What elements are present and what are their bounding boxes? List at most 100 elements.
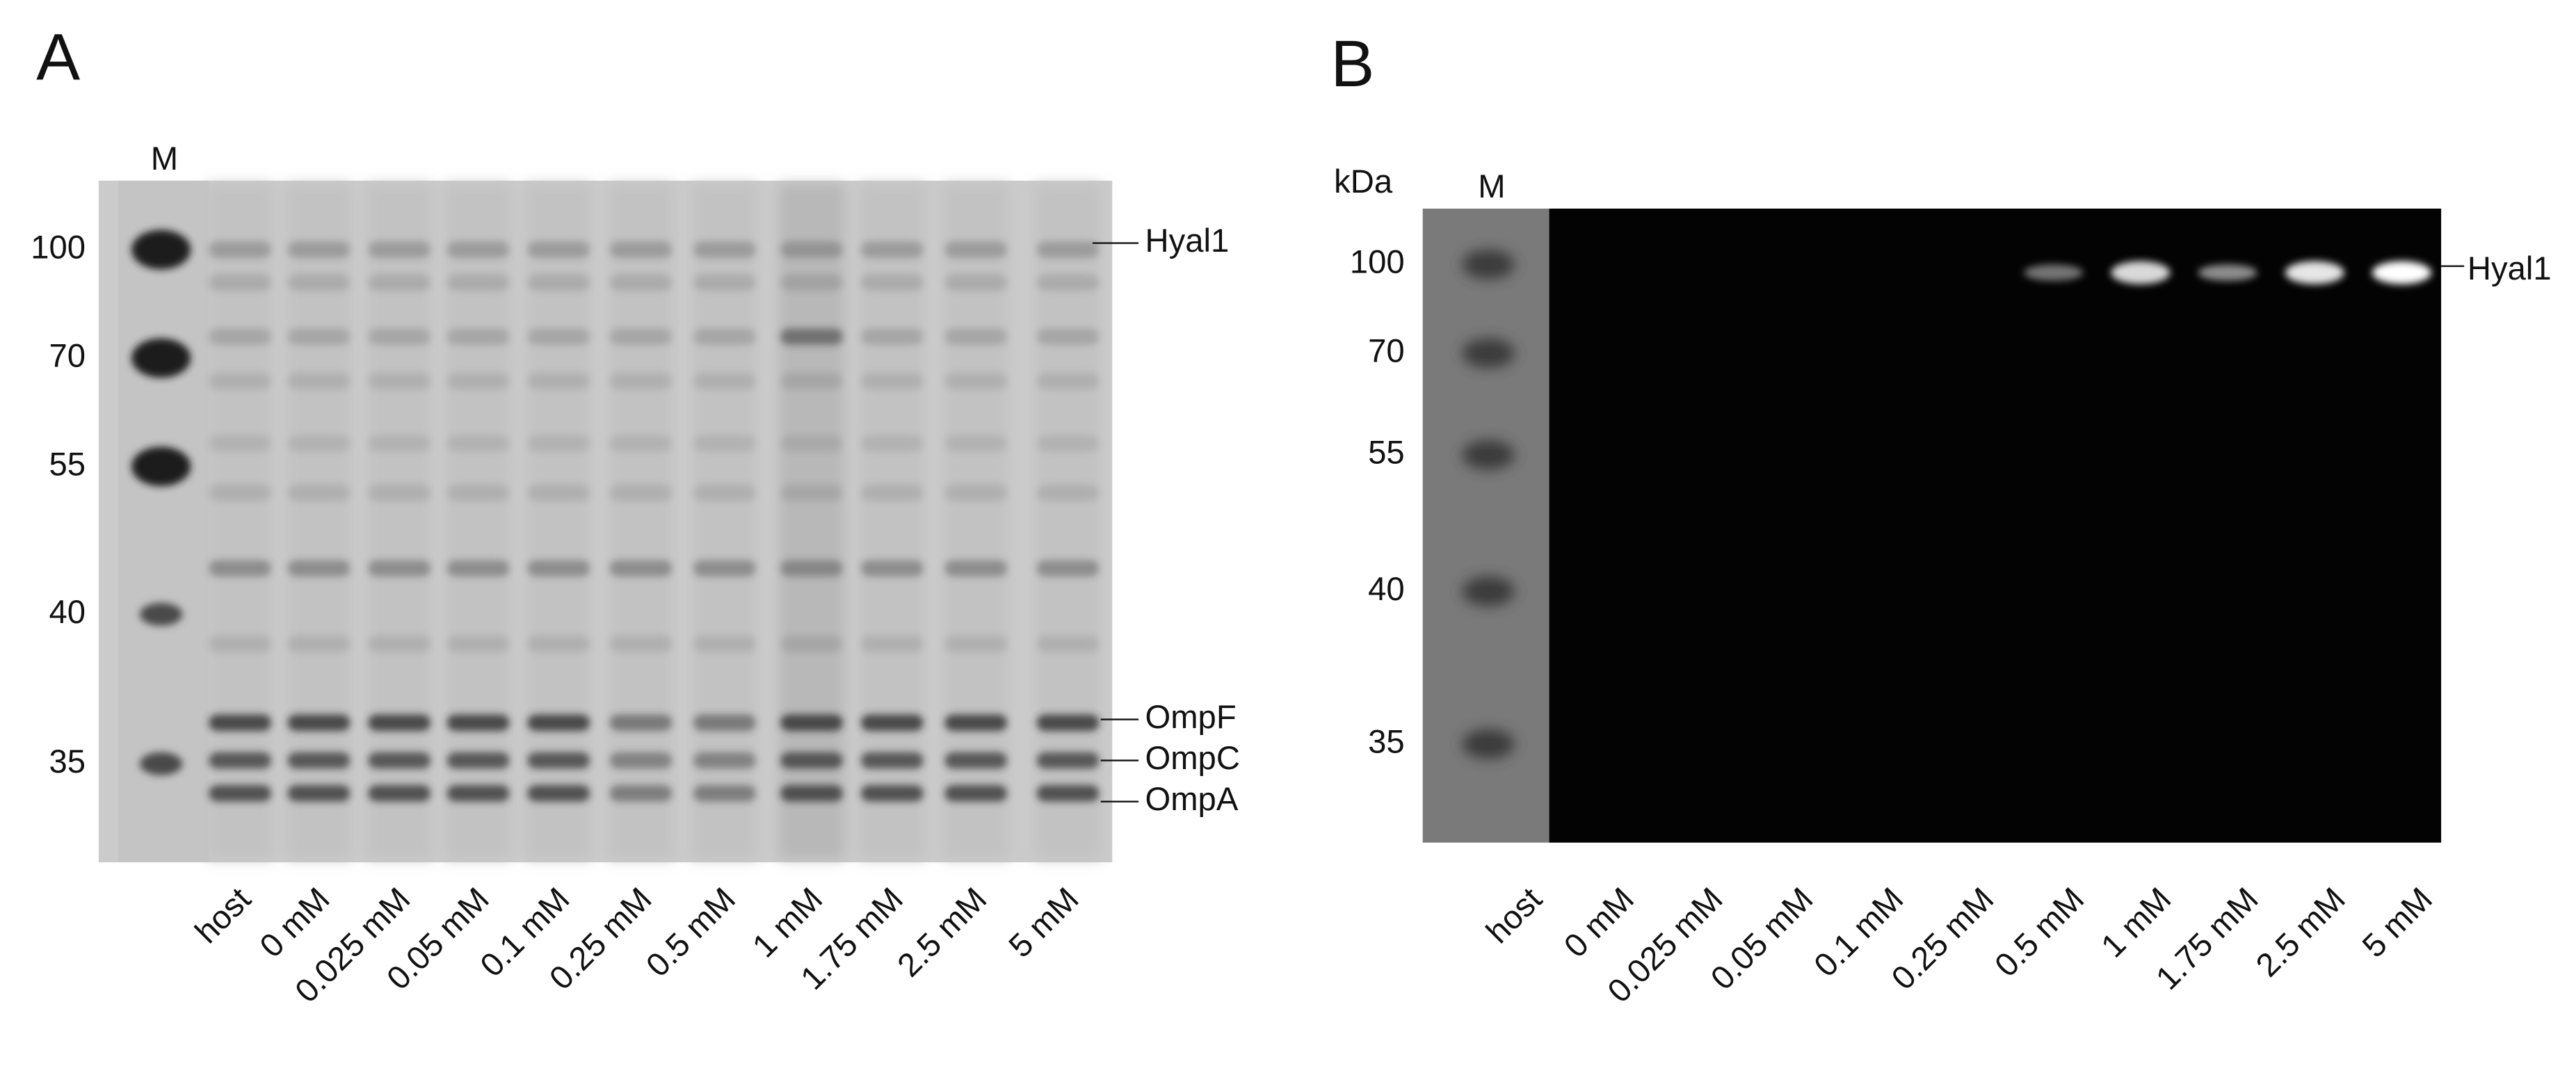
band (287, 373, 351, 389)
lane-label: 0.5 mM (639, 880, 743, 984)
band (368, 274, 431, 291)
band (1036, 373, 1100, 389)
lane (1035, 184, 1101, 860)
band (287, 484, 351, 501)
panel-label: A (36, 21, 80, 95)
band (209, 435, 271, 452)
band (609, 714, 673, 732)
marker-band (139, 752, 183, 775)
band (287, 714, 351, 732)
lane-label: 5 mM (1002, 880, 1086, 965)
marker-band (131, 229, 191, 270)
band (368, 328, 431, 346)
lane (778, 184, 845, 860)
lane-label: host (188, 880, 259, 951)
band (1036, 484, 1100, 501)
band (609, 752, 673, 769)
lane (691, 184, 758, 860)
band (780, 328, 843, 346)
marker-size: 35 (1368, 723, 1405, 760)
band (368, 484, 431, 501)
band (446, 785, 510, 802)
band (1036, 714, 1100, 732)
band (527, 274, 590, 291)
lane (859, 184, 925, 860)
band (287, 241, 351, 258)
band (944, 752, 1008, 769)
band (2111, 261, 2171, 284)
lane (286, 184, 352, 860)
band (609, 274, 673, 291)
band (609, 373, 673, 389)
band (944, 274, 1008, 291)
band (860, 752, 924, 769)
band (1036, 560, 1100, 577)
band (527, 714, 590, 732)
marker-band (131, 446, 191, 487)
band (209, 752, 271, 769)
band (446, 373, 510, 389)
lane-label: 5 mM (2356, 880, 2440, 965)
band-label: OmpC (1145, 740, 1240, 777)
band (693, 484, 756, 501)
marker-lane-label: M (151, 140, 178, 177)
marker-size: 55 (49, 446, 86, 483)
marker-size: 35 (49, 743, 86, 780)
band (944, 785, 1008, 802)
band (368, 373, 431, 389)
band (944, 636, 1008, 652)
band (527, 636, 590, 652)
band (860, 274, 924, 291)
band (446, 484, 510, 501)
band (780, 714, 843, 732)
band (287, 435, 351, 452)
band (527, 785, 590, 802)
band (860, 373, 924, 389)
band (860, 560, 924, 577)
band (287, 752, 351, 769)
band (287, 274, 351, 291)
band-label: Hyal1 (2468, 250, 2552, 287)
band (780, 373, 843, 389)
band (860, 241, 924, 258)
band (209, 560, 271, 577)
band (446, 274, 510, 291)
marker-size: 70 (1368, 332, 1405, 369)
marker-lane-label: M (1478, 168, 1505, 205)
marker-lane-a (118, 180, 209, 863)
band (1036, 274, 1100, 291)
marker-size: 100 (1350, 244, 1405, 281)
band (609, 328, 673, 346)
lane (366, 184, 433, 860)
lane-label: 2.5 mM (890, 880, 994, 984)
band (944, 560, 1008, 577)
band (446, 328, 510, 346)
band (368, 714, 431, 732)
band (527, 752, 590, 769)
gel-a-bands (131, 184, 1101, 860)
band (693, 373, 756, 389)
band (780, 241, 843, 258)
band (446, 435, 510, 452)
band (1036, 435, 1100, 452)
band (944, 435, 1008, 452)
band (446, 714, 510, 732)
marker-size: 100 (31, 229, 86, 266)
band (368, 636, 431, 652)
band-label: OmpA (1145, 781, 1239, 818)
band (368, 785, 431, 802)
marker-band (1462, 729, 1515, 759)
band (609, 241, 673, 258)
band (944, 484, 1008, 501)
band (860, 636, 924, 652)
band (860, 785, 924, 802)
band (446, 636, 510, 652)
band (368, 241, 431, 258)
band (1036, 241, 1100, 258)
band (287, 636, 351, 652)
band (609, 484, 673, 501)
band (860, 714, 924, 732)
band (693, 560, 756, 577)
band (527, 373, 590, 389)
